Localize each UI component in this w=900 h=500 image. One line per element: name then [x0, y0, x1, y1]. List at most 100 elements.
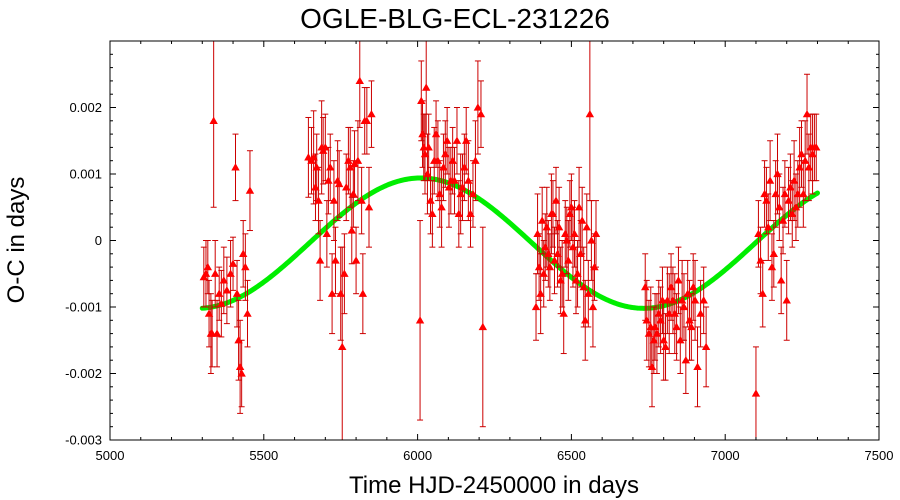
- data-point: [581, 316, 590, 324]
- x-tick-label: 6000: [403, 448, 432, 463]
- data-point: [751, 389, 761, 397]
- data-point: [545, 262, 555, 271]
- data-point: [241, 262, 250, 271]
- data-point: [582, 223, 591, 231]
- data-point: [554, 223, 564, 231]
- data-point: [336, 289, 345, 297]
- data-point: [462, 136, 471, 144]
- data-point: [797, 149, 806, 158]
- data-point: [454, 209, 464, 218]
- data-point: [468, 189, 478, 198]
- data-point: [677, 296, 687, 304]
- data-point: [776, 276, 786, 284]
- data-point: [326, 163, 335, 171]
- y-tick-label: -0.002: [65, 366, 102, 381]
- data-point: [338, 342, 347, 351]
- data-point: [322, 229, 332, 237]
- y-tick-label: -0.003: [65, 433, 102, 448]
- data-point: [342, 183, 351, 191]
- data-point: [364, 203, 374, 211]
- data-point: [315, 256, 325, 264]
- data-point: [665, 309, 674, 317]
- data-point: [314, 196, 323, 204]
- data-point: [344, 156, 353, 164]
- data-point: [431, 129, 441, 138]
- data-point: [793, 189, 802, 198]
- data-point: [795, 163, 804, 171]
- data-point: [553, 249, 562, 257]
- data-point: [579, 282, 588, 291]
- data-point: [802, 109, 812, 118]
- data-point: [767, 262, 777, 271]
- data-point: [784, 196, 793, 204]
- data-point: [782, 296, 791, 304]
- y-tick-label: 0.001: [69, 167, 102, 182]
- data-point: [418, 129, 427, 138]
- data-point: [222, 286, 232, 294]
- data-point: [228, 259, 238, 267]
- data-point: [226, 269, 235, 277]
- data-point: [693, 362, 702, 370]
- data-point: [353, 156, 363, 164]
- data-point: [771, 189, 780, 198]
- data-point: [471, 156, 480, 164]
- data-point: [442, 136, 452, 144]
- data-point: [650, 322, 660, 331]
- data-point: [683, 289, 692, 297]
- chart-title: OGLE-BLG-ECL-231226: [300, 3, 610, 34]
- data-point: [788, 209, 797, 218]
- data-point: [564, 256, 573, 264]
- data-point: [565, 209, 575, 218]
- plot-frame: [109, 40, 880, 441]
- data-point: [536, 289, 545, 297]
- data-point: [232, 289, 242, 297]
- data-point: [799, 189, 808, 198]
- data-point: [235, 362, 245, 370]
- data-point: [210, 269, 220, 277]
- data-point: [585, 109, 595, 118]
- data-point: [548, 209, 558, 218]
- data-point: [765, 176, 775, 184]
- x-tick-label: 5500: [249, 448, 278, 463]
- data-point: [804, 163, 814, 171]
- data-point: [347, 226, 356, 234]
- data-point: [760, 189, 769, 198]
- data-point: [786, 183, 795, 191]
- data-point: [358, 289, 368, 297]
- data-point: [452, 136, 462, 144]
- data-point: [764, 223, 773, 231]
- data-point: [773, 169, 782, 178]
- data-point: [439, 163, 448, 171]
- data-point: [355, 76, 364, 85]
- data-point: [561, 229, 570, 237]
- data-point: [672, 322, 681, 331]
- data-point: [539, 269, 548, 277]
- data-point: [433, 156, 443, 164]
- data-point: [217, 299, 226, 307]
- data-point: [544, 249, 553, 257]
- data-point: [534, 262, 544, 271]
- data-point: [533, 229, 542, 237]
- data-point: [642, 316, 651, 324]
- data-point: [212, 329, 222, 337]
- data-point: [754, 229, 763, 237]
- data-point: [309, 153, 318, 161]
- data-point: [458, 183, 467, 191]
- data-point: [567, 203, 576, 211]
- data-point: [537, 216, 547, 224]
- data-point: [649, 336, 659, 344]
- data-point: [476, 109, 486, 118]
- data-point: [201, 269, 211, 277]
- data-point: [571, 276, 581, 284]
- data-point: [588, 302, 598, 311]
- data-point: [556, 276, 565, 284]
- data-point: [656, 316, 665, 324]
- y-tick-label: 0: [95, 233, 102, 248]
- data-point: [473, 103, 483, 111]
- data-point: [444, 183, 454, 191]
- y-tick-label: 0.002: [69, 100, 102, 115]
- data-point: [214, 289, 224, 297]
- x-axis-label: Time HJD-2450000 in days: [349, 472, 639, 499]
- data-point: [334, 179, 344, 188]
